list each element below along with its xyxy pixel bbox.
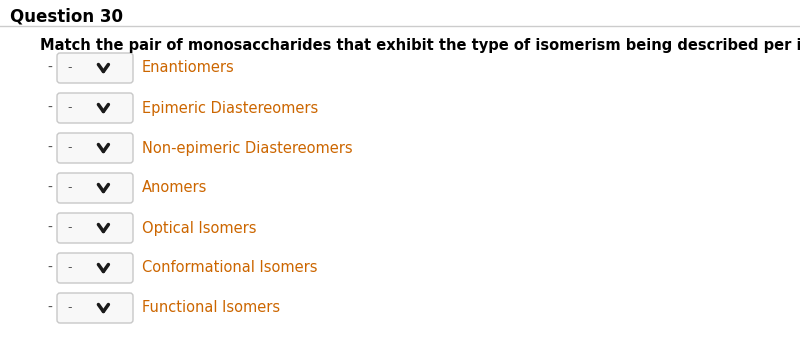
Text: -: - bbox=[68, 261, 72, 274]
Text: -: - bbox=[47, 141, 53, 155]
FancyBboxPatch shape bbox=[57, 53, 133, 83]
Text: Enantiomers: Enantiomers bbox=[142, 61, 234, 76]
Text: -: - bbox=[68, 182, 72, 195]
FancyBboxPatch shape bbox=[57, 133, 133, 163]
Text: Question 30: Question 30 bbox=[10, 8, 123, 26]
Text: -: - bbox=[68, 102, 72, 114]
FancyBboxPatch shape bbox=[57, 253, 133, 283]
Text: -: - bbox=[47, 61, 53, 75]
Text: -: - bbox=[68, 142, 72, 155]
Text: -: - bbox=[47, 261, 53, 275]
FancyBboxPatch shape bbox=[57, 293, 133, 323]
Text: -: - bbox=[47, 101, 53, 115]
FancyBboxPatch shape bbox=[57, 93, 133, 123]
Text: Optical Isomers: Optical Isomers bbox=[142, 220, 257, 236]
Text: Functional Isomers: Functional Isomers bbox=[142, 301, 280, 315]
Text: Match the pair of monosaccharides that exhibit the type of isomerism being descr: Match the pair of monosaccharides that e… bbox=[40, 38, 800, 53]
FancyBboxPatch shape bbox=[57, 173, 133, 203]
Text: Conformational Isomers: Conformational Isomers bbox=[142, 261, 318, 276]
FancyBboxPatch shape bbox=[57, 213, 133, 243]
Text: Non-epimeric Diastereomers: Non-epimeric Diastereomers bbox=[142, 140, 353, 155]
Text: -: - bbox=[47, 301, 53, 315]
Text: -: - bbox=[68, 302, 72, 314]
Text: -: - bbox=[68, 61, 72, 74]
Text: Anomers: Anomers bbox=[142, 180, 207, 196]
Text: Epimeric Diastereomers: Epimeric Diastereomers bbox=[142, 101, 318, 115]
Text: -: - bbox=[47, 181, 53, 195]
Text: -: - bbox=[47, 221, 53, 235]
Text: -: - bbox=[68, 221, 72, 234]
